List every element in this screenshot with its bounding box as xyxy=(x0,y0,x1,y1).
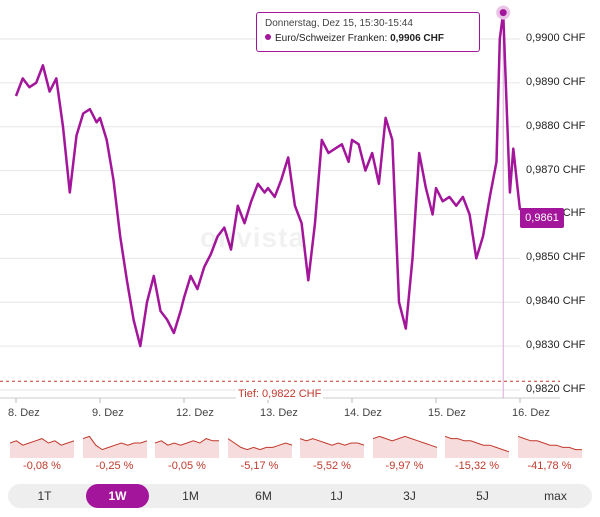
mini-line xyxy=(227,438,292,451)
mini-sparkline xyxy=(10,438,74,458)
mini-sparkline xyxy=(445,435,509,458)
y-tick-label: 0,9900 CHF xyxy=(526,31,586,44)
x-tick-label: 13. Dez xyxy=(260,407,298,419)
mini-chart[interactable]: -0,25 % xyxy=(82,428,147,474)
x-tick-label: 12. Dez xyxy=(176,407,214,419)
period-button-1j[interactable]: 1J xyxy=(330,489,343,503)
mini-line xyxy=(82,435,147,451)
tooltip-value-row: Euro/Schweizer Franken: 0,9906 CHF xyxy=(265,33,471,44)
series-line xyxy=(14,11,522,348)
mini-sparkline xyxy=(517,435,582,458)
mini-area xyxy=(155,438,219,458)
tooltip-series-label: Euro/Schweizer Franken: xyxy=(275,33,388,44)
mini-change-label: -15,32 % xyxy=(454,460,500,472)
mini-chart[interactable]: -41,78 % xyxy=(517,428,582,474)
mini-line xyxy=(445,435,509,453)
mini-change-label: -0,05 % xyxy=(168,460,206,472)
mini-line xyxy=(300,438,364,446)
x-tick-label: 15. Dez xyxy=(428,407,466,419)
current-value-badge: 0,9861 xyxy=(520,208,564,228)
hover-marker xyxy=(499,9,507,17)
mini-change-label: -5,52 % xyxy=(313,460,351,472)
mini-area xyxy=(227,438,292,458)
mini-line xyxy=(517,435,582,451)
mini-sparkline xyxy=(155,438,219,458)
mini-line xyxy=(155,438,219,446)
y-tick-label: 0,9850 CHF xyxy=(526,251,586,264)
mini-sparkline xyxy=(300,438,364,458)
mini-area xyxy=(517,436,582,458)
period-button-max[interactable]: max xyxy=(544,489,567,503)
mini-sparkline xyxy=(372,435,437,458)
mini-chart[interactable]: -5,52 % xyxy=(300,428,364,474)
mini-chart-strip: -0,08 % -0,25 % -0,05 % -5,17 % -5,52 % -9,97… xyxy=(10,428,590,474)
mini-area xyxy=(10,438,74,458)
mini-line xyxy=(10,438,74,446)
period-button-1t[interactable]: 1T xyxy=(37,489,52,503)
watermark: onvista xyxy=(200,222,306,253)
period-button-3j[interactable]: 3J xyxy=(403,489,416,503)
period-button-6m[interactable]: 6M xyxy=(255,489,272,503)
x-tick-label: 8. Dez xyxy=(8,407,40,419)
mini-sparkline xyxy=(82,435,147,458)
x-tick-label: 14. Dez xyxy=(344,407,382,419)
hover-tooltip: Donnerstag, Dez 15, 15:30-15:44 Euro/Sch… xyxy=(256,12,480,52)
y-tick-label: 0,9840 CHF xyxy=(526,295,586,308)
mini-chart[interactable]: -0,08 % xyxy=(10,428,74,474)
mini-line xyxy=(372,435,437,448)
mini-change-label: -0,25 % xyxy=(95,460,134,472)
period-button-5j[interactable]: 5J xyxy=(476,489,489,503)
x-tick-label: 16. Dez xyxy=(512,407,550,419)
mini-chart[interactable]: -0,05 % xyxy=(155,428,219,474)
mini-chart[interactable]: -5,17 % xyxy=(227,428,292,474)
mini-area xyxy=(300,438,364,458)
y-tick-label: 0,9890 CHF xyxy=(526,75,586,88)
mini-change-label: -5,17 % xyxy=(240,460,279,472)
series-dot-icon xyxy=(265,34,271,40)
y-tick-label: 0,9830 CHF xyxy=(526,339,586,352)
period-selector: 1T 1W 1M 6M 1J 3J 5J max xyxy=(8,484,592,508)
x-tick-label: 9. Dez xyxy=(92,407,124,419)
mini-sparkline xyxy=(227,438,292,458)
mini-change-label: -41,78 % xyxy=(527,460,572,472)
mini-area xyxy=(372,436,437,458)
tooltip-date: Donnerstag, Dez 15, 15:30-15:44 xyxy=(265,18,413,29)
tooltip-value: 0,9906 CHF xyxy=(390,33,444,44)
period-button-1m[interactable]: 1M xyxy=(182,489,199,503)
y-tick-label: 0,9880 CHF xyxy=(526,119,586,132)
period-button-1w[interactable]: 1W xyxy=(86,484,149,508)
mini-change-label: -9,97 % xyxy=(385,460,424,472)
y-tick-label: 0,9820 CHF xyxy=(526,383,586,395)
mini-area xyxy=(82,436,147,458)
low-line-label: Tief: 0,9822 CHF xyxy=(236,388,324,400)
mini-chart[interactable]: -15,32 % xyxy=(445,428,509,474)
y-tick-label: 0,9870 CHF xyxy=(526,163,586,176)
mini-chart[interactable]: -9,97 % xyxy=(372,428,437,474)
mini-change-label: -0,08 % xyxy=(23,460,61,472)
mini-area xyxy=(445,436,509,458)
